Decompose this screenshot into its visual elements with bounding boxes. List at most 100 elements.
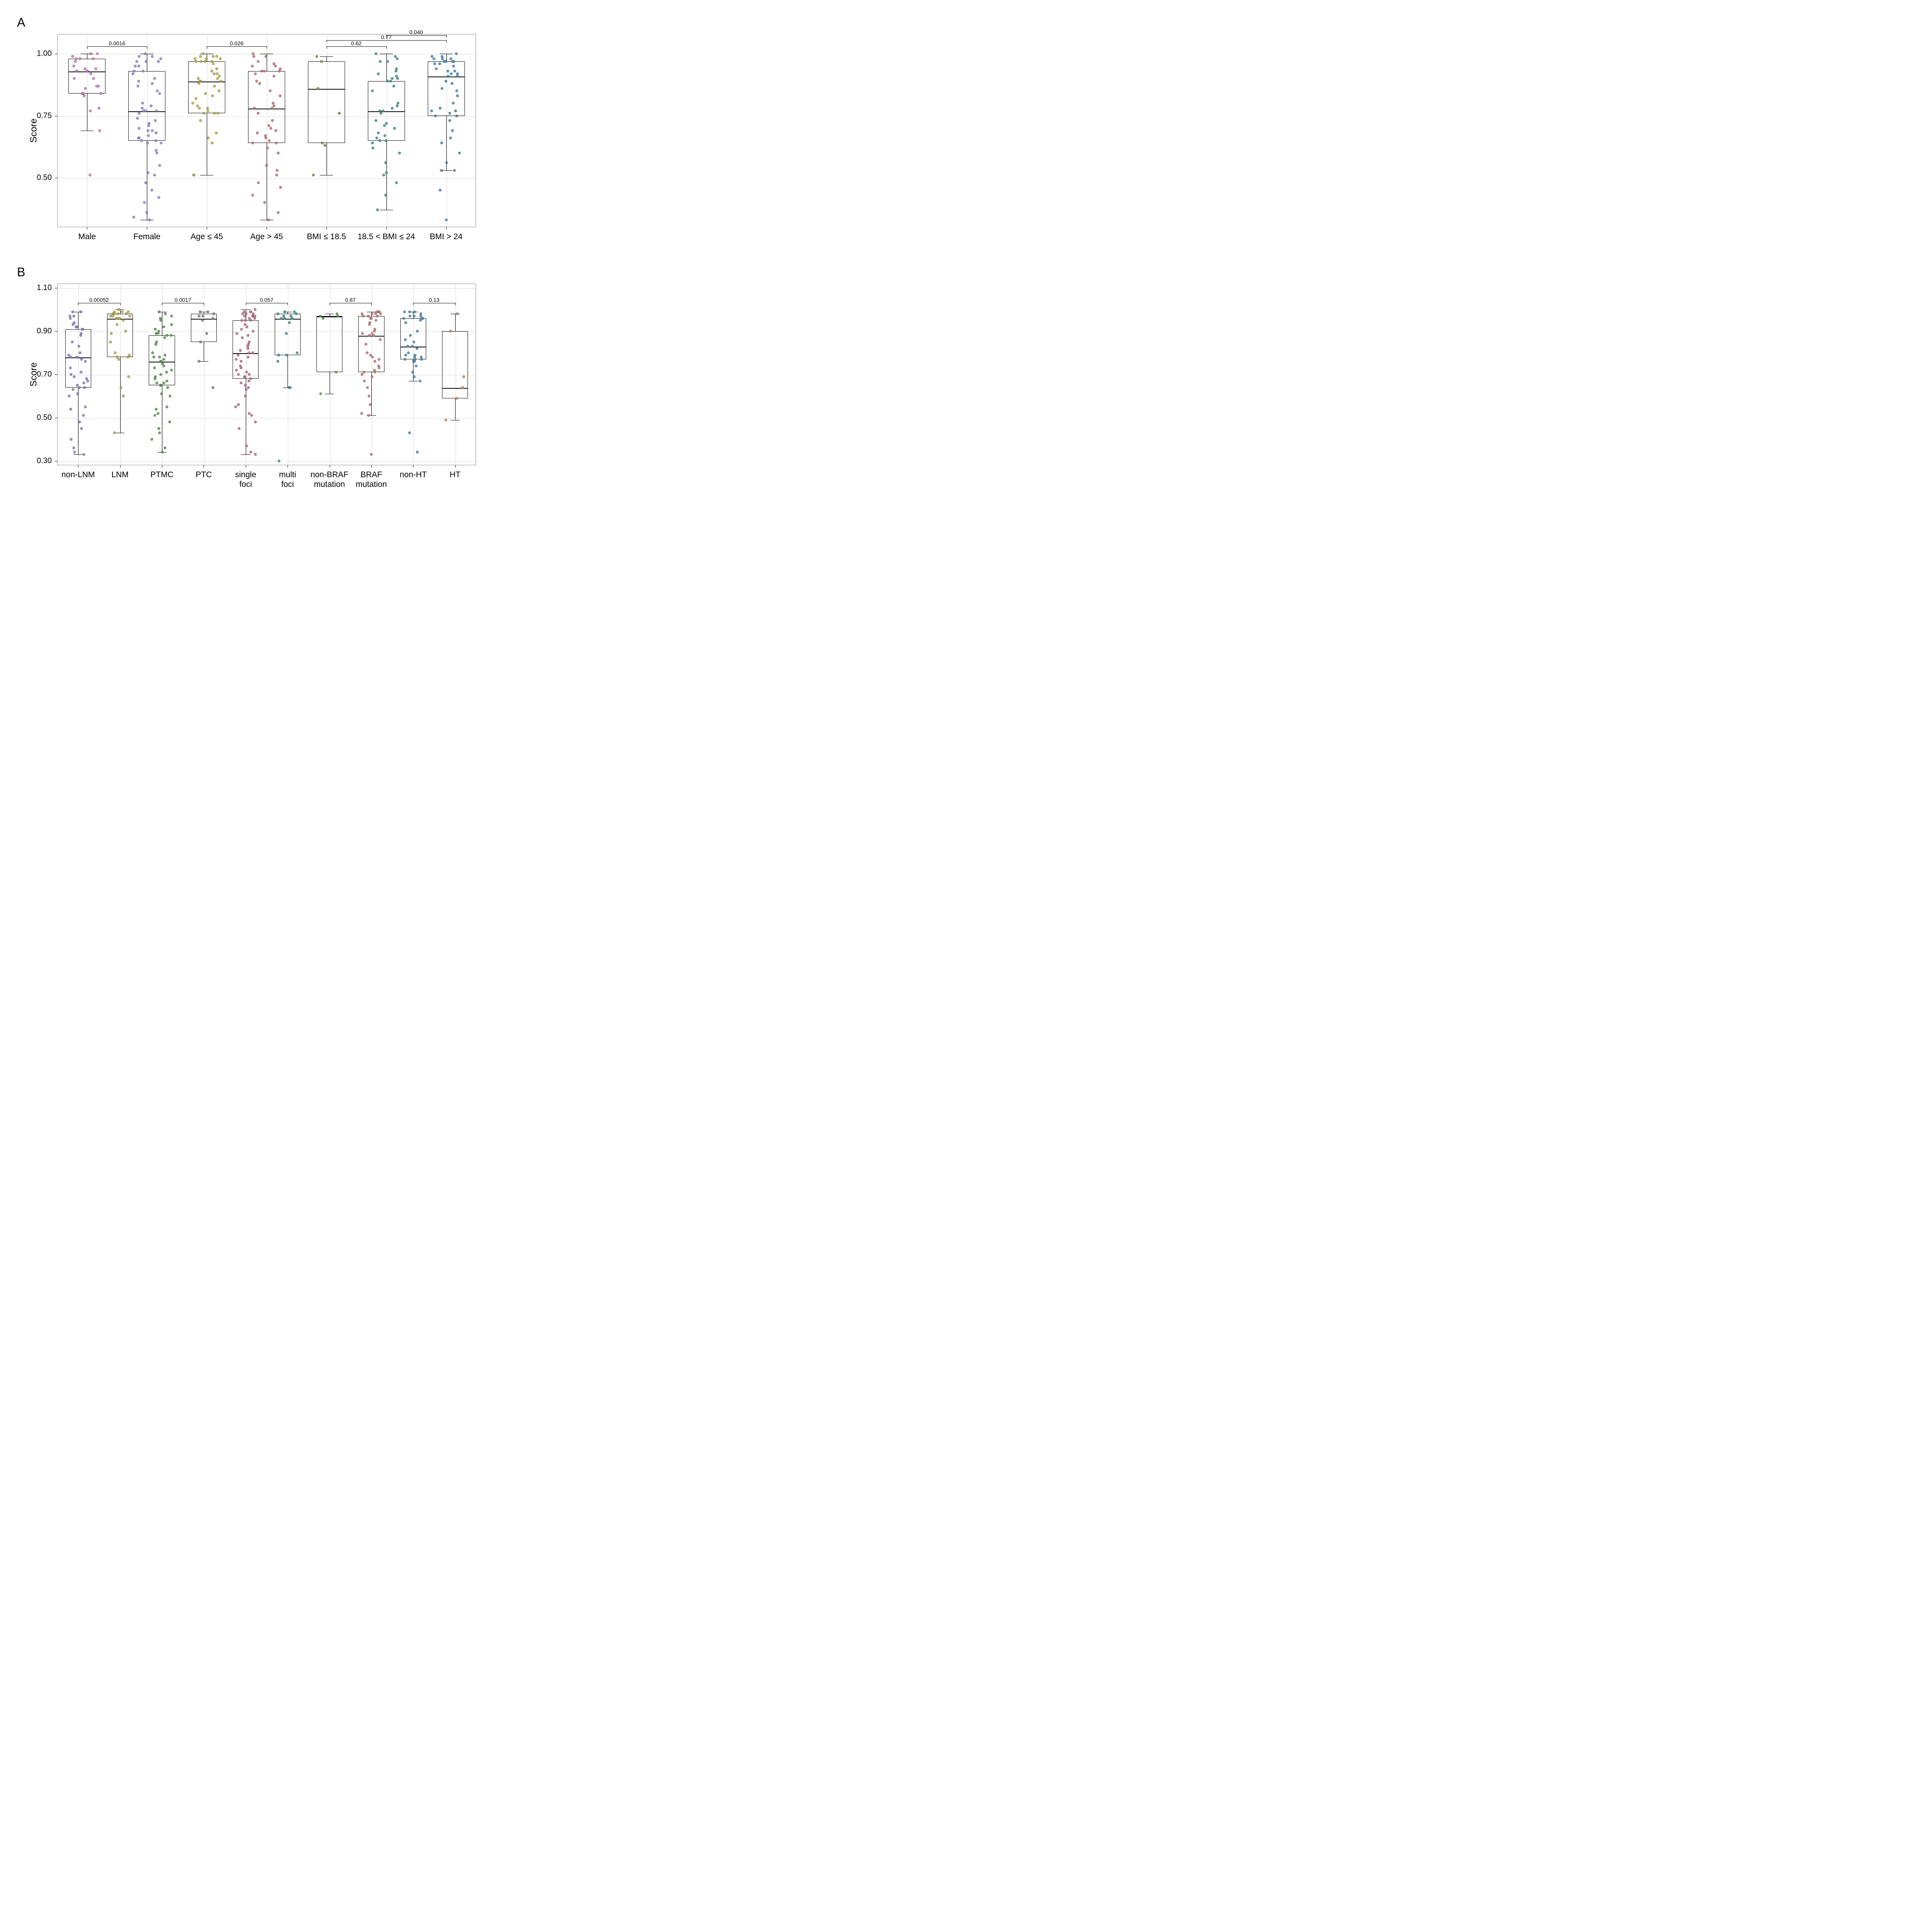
data-point bbox=[255, 80, 258, 82]
p-value-label: 0.0016 bbox=[109, 40, 125, 46]
x-tick-label: LNM bbox=[111, 470, 128, 480]
data-point bbox=[127, 375, 130, 378]
data-point bbox=[395, 181, 398, 184]
data-point bbox=[263, 70, 265, 73]
data-point bbox=[158, 310, 160, 313]
x-tick-label: non-LNM bbox=[61, 470, 95, 480]
data-point bbox=[245, 371, 248, 374]
data-point bbox=[85, 70, 88, 73]
data-point bbox=[78, 352, 81, 354]
data-point bbox=[256, 132, 259, 134]
data-point bbox=[448, 119, 451, 122]
x-tick-label: non-HT bbox=[400, 470, 427, 480]
data-point bbox=[213, 112, 216, 115]
data-point bbox=[321, 142, 323, 145]
data-point bbox=[138, 80, 140, 82]
y-axis-label: Score bbox=[28, 362, 39, 387]
data-point bbox=[127, 356, 129, 359]
data-point bbox=[253, 107, 256, 110]
x-tick-label: PTMC bbox=[150, 470, 173, 480]
data-point bbox=[383, 174, 385, 177]
data-point bbox=[375, 53, 378, 55]
y-tick-label: 0.90 bbox=[15, 327, 55, 336]
data-point bbox=[316, 55, 318, 58]
y-tick-label: 0.50 bbox=[15, 413, 55, 422]
data-point bbox=[92, 77, 95, 80]
data-point bbox=[440, 142, 443, 145]
data-point bbox=[211, 142, 214, 145]
p-value-label: 0.0017 bbox=[175, 297, 191, 303]
data-point bbox=[446, 70, 449, 73]
data-point bbox=[80, 358, 83, 361]
data-point bbox=[73, 77, 76, 80]
data-point bbox=[240, 360, 243, 363]
data-point bbox=[146, 211, 148, 214]
data-point bbox=[84, 87, 87, 90]
data-point bbox=[154, 328, 156, 330]
data-point bbox=[122, 319, 124, 322]
boxplot-box bbox=[442, 331, 468, 398]
data-point bbox=[73, 375, 76, 378]
data-point bbox=[275, 129, 277, 132]
data-point bbox=[449, 137, 452, 139]
data-point bbox=[213, 313, 215, 315]
data-point bbox=[395, 70, 397, 73]
data-point bbox=[162, 364, 165, 367]
data-point bbox=[404, 338, 406, 341]
data-point bbox=[447, 75, 450, 77]
data-point bbox=[278, 70, 281, 73]
data-point bbox=[288, 321, 291, 324]
data-point bbox=[219, 80, 222, 82]
data-point bbox=[219, 58, 221, 60]
data-point bbox=[453, 70, 456, 73]
x-tick-label: 18.5 < BMI ≤ 24 bbox=[357, 232, 415, 242]
data-point bbox=[369, 403, 371, 406]
data-point bbox=[445, 162, 448, 164]
boxplot-box bbox=[68, 59, 105, 94]
data-point bbox=[167, 386, 169, 389]
data-point bbox=[440, 87, 443, 90]
data-point bbox=[411, 345, 413, 348]
data-point bbox=[272, 75, 275, 77]
data-point bbox=[135, 60, 138, 63]
data-point bbox=[244, 384, 247, 386]
data-point bbox=[138, 127, 140, 129]
boxplot-box bbox=[428, 61, 465, 116]
data-point bbox=[416, 451, 419, 454]
data-point bbox=[236, 354, 239, 356]
data-point bbox=[271, 107, 274, 110]
data-point bbox=[155, 132, 157, 134]
data-point bbox=[158, 432, 161, 434]
data-point bbox=[200, 60, 202, 63]
data-point bbox=[72, 65, 75, 68]
data-point bbox=[244, 395, 247, 397]
data-point bbox=[385, 171, 388, 174]
data-point bbox=[71, 55, 74, 58]
data-point bbox=[161, 451, 163, 454]
data-point bbox=[452, 65, 455, 68]
data-point bbox=[201, 315, 204, 317]
data-point bbox=[240, 382, 242, 384]
data-point bbox=[247, 386, 250, 389]
data-point bbox=[155, 109, 158, 112]
data-point bbox=[260, 70, 263, 73]
data-point bbox=[372, 146, 374, 149]
data-point bbox=[117, 313, 119, 315]
data-point bbox=[248, 379, 250, 382]
data-point bbox=[138, 65, 140, 68]
data-point bbox=[445, 418, 447, 421]
data-point bbox=[153, 367, 156, 369]
data-point bbox=[97, 107, 100, 110]
data-point bbox=[250, 378, 252, 380]
data-point bbox=[449, 330, 452, 333]
data-point bbox=[451, 82, 453, 85]
data-point bbox=[80, 371, 83, 374]
data-point bbox=[153, 414, 156, 417]
data-point bbox=[254, 421, 257, 423]
data-point bbox=[254, 453, 257, 456]
p-value-label: 0.77 bbox=[381, 34, 391, 40]
data-point bbox=[435, 67, 438, 70]
data-point bbox=[376, 315, 379, 317]
data-point bbox=[380, 112, 383, 115]
data-point bbox=[100, 92, 102, 95]
